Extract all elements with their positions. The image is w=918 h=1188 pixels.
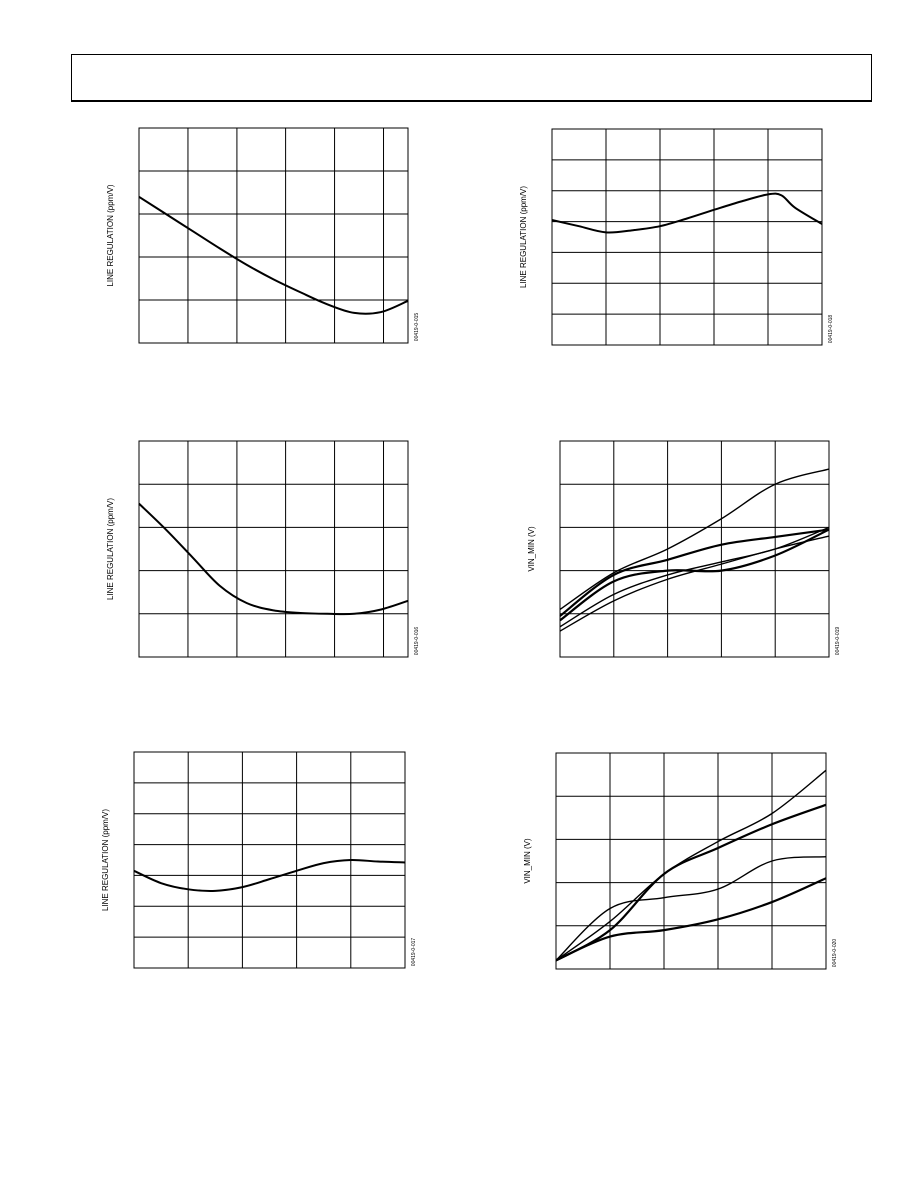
series-line-1 <box>551 192 823 234</box>
plot-frame <box>138 127 409 344</box>
figure-code: 00419-0-015 <box>414 313 420 342</box>
series-line-4 <box>555 877 827 962</box>
figure-code: 00419-0-018 <box>828 315 834 344</box>
series-line-1 <box>138 502 409 616</box>
y-axis-label: LINE REGULATION (ppm/V) <box>106 498 115 600</box>
figure-code: 00419-0-019 <box>835 627 841 656</box>
series-line-1 <box>133 858 406 892</box>
series-line-5 <box>559 535 830 632</box>
y-axis-label: LINE REGULATION (ppm/V) <box>519 186 528 288</box>
series-line-2 <box>559 528 830 617</box>
series-line-1 <box>559 468 830 611</box>
series-line-3 <box>555 855 827 961</box>
plot-frame <box>133 751 406 969</box>
series-line-4 <box>559 528 830 622</box>
page-header-box <box>71 54 872 102</box>
series-line-1 <box>555 769 827 961</box>
series-line-1 <box>138 195 409 315</box>
figure-code: 00419-0-016 <box>414 627 420 656</box>
series-line-2 <box>555 803 827 962</box>
figure-code: 00419-0-020 <box>832 939 838 968</box>
plot-frame <box>555 752 827 970</box>
y-axis-label: VIN_MIN (V) <box>527 526 536 572</box>
figure-code: 00419-0-017 <box>411 938 417 967</box>
y-axis-label: LINE REGULATION (ppm/V) <box>101 809 110 911</box>
plot-frame <box>138 440 409 658</box>
y-axis-label: LINE REGULATION (ppm/V) <box>106 184 115 286</box>
plot-frame <box>551 128 823 346</box>
y-axis-label: VIN_MIN (V) <box>523 838 532 884</box>
plot-frame <box>559 440 830 658</box>
